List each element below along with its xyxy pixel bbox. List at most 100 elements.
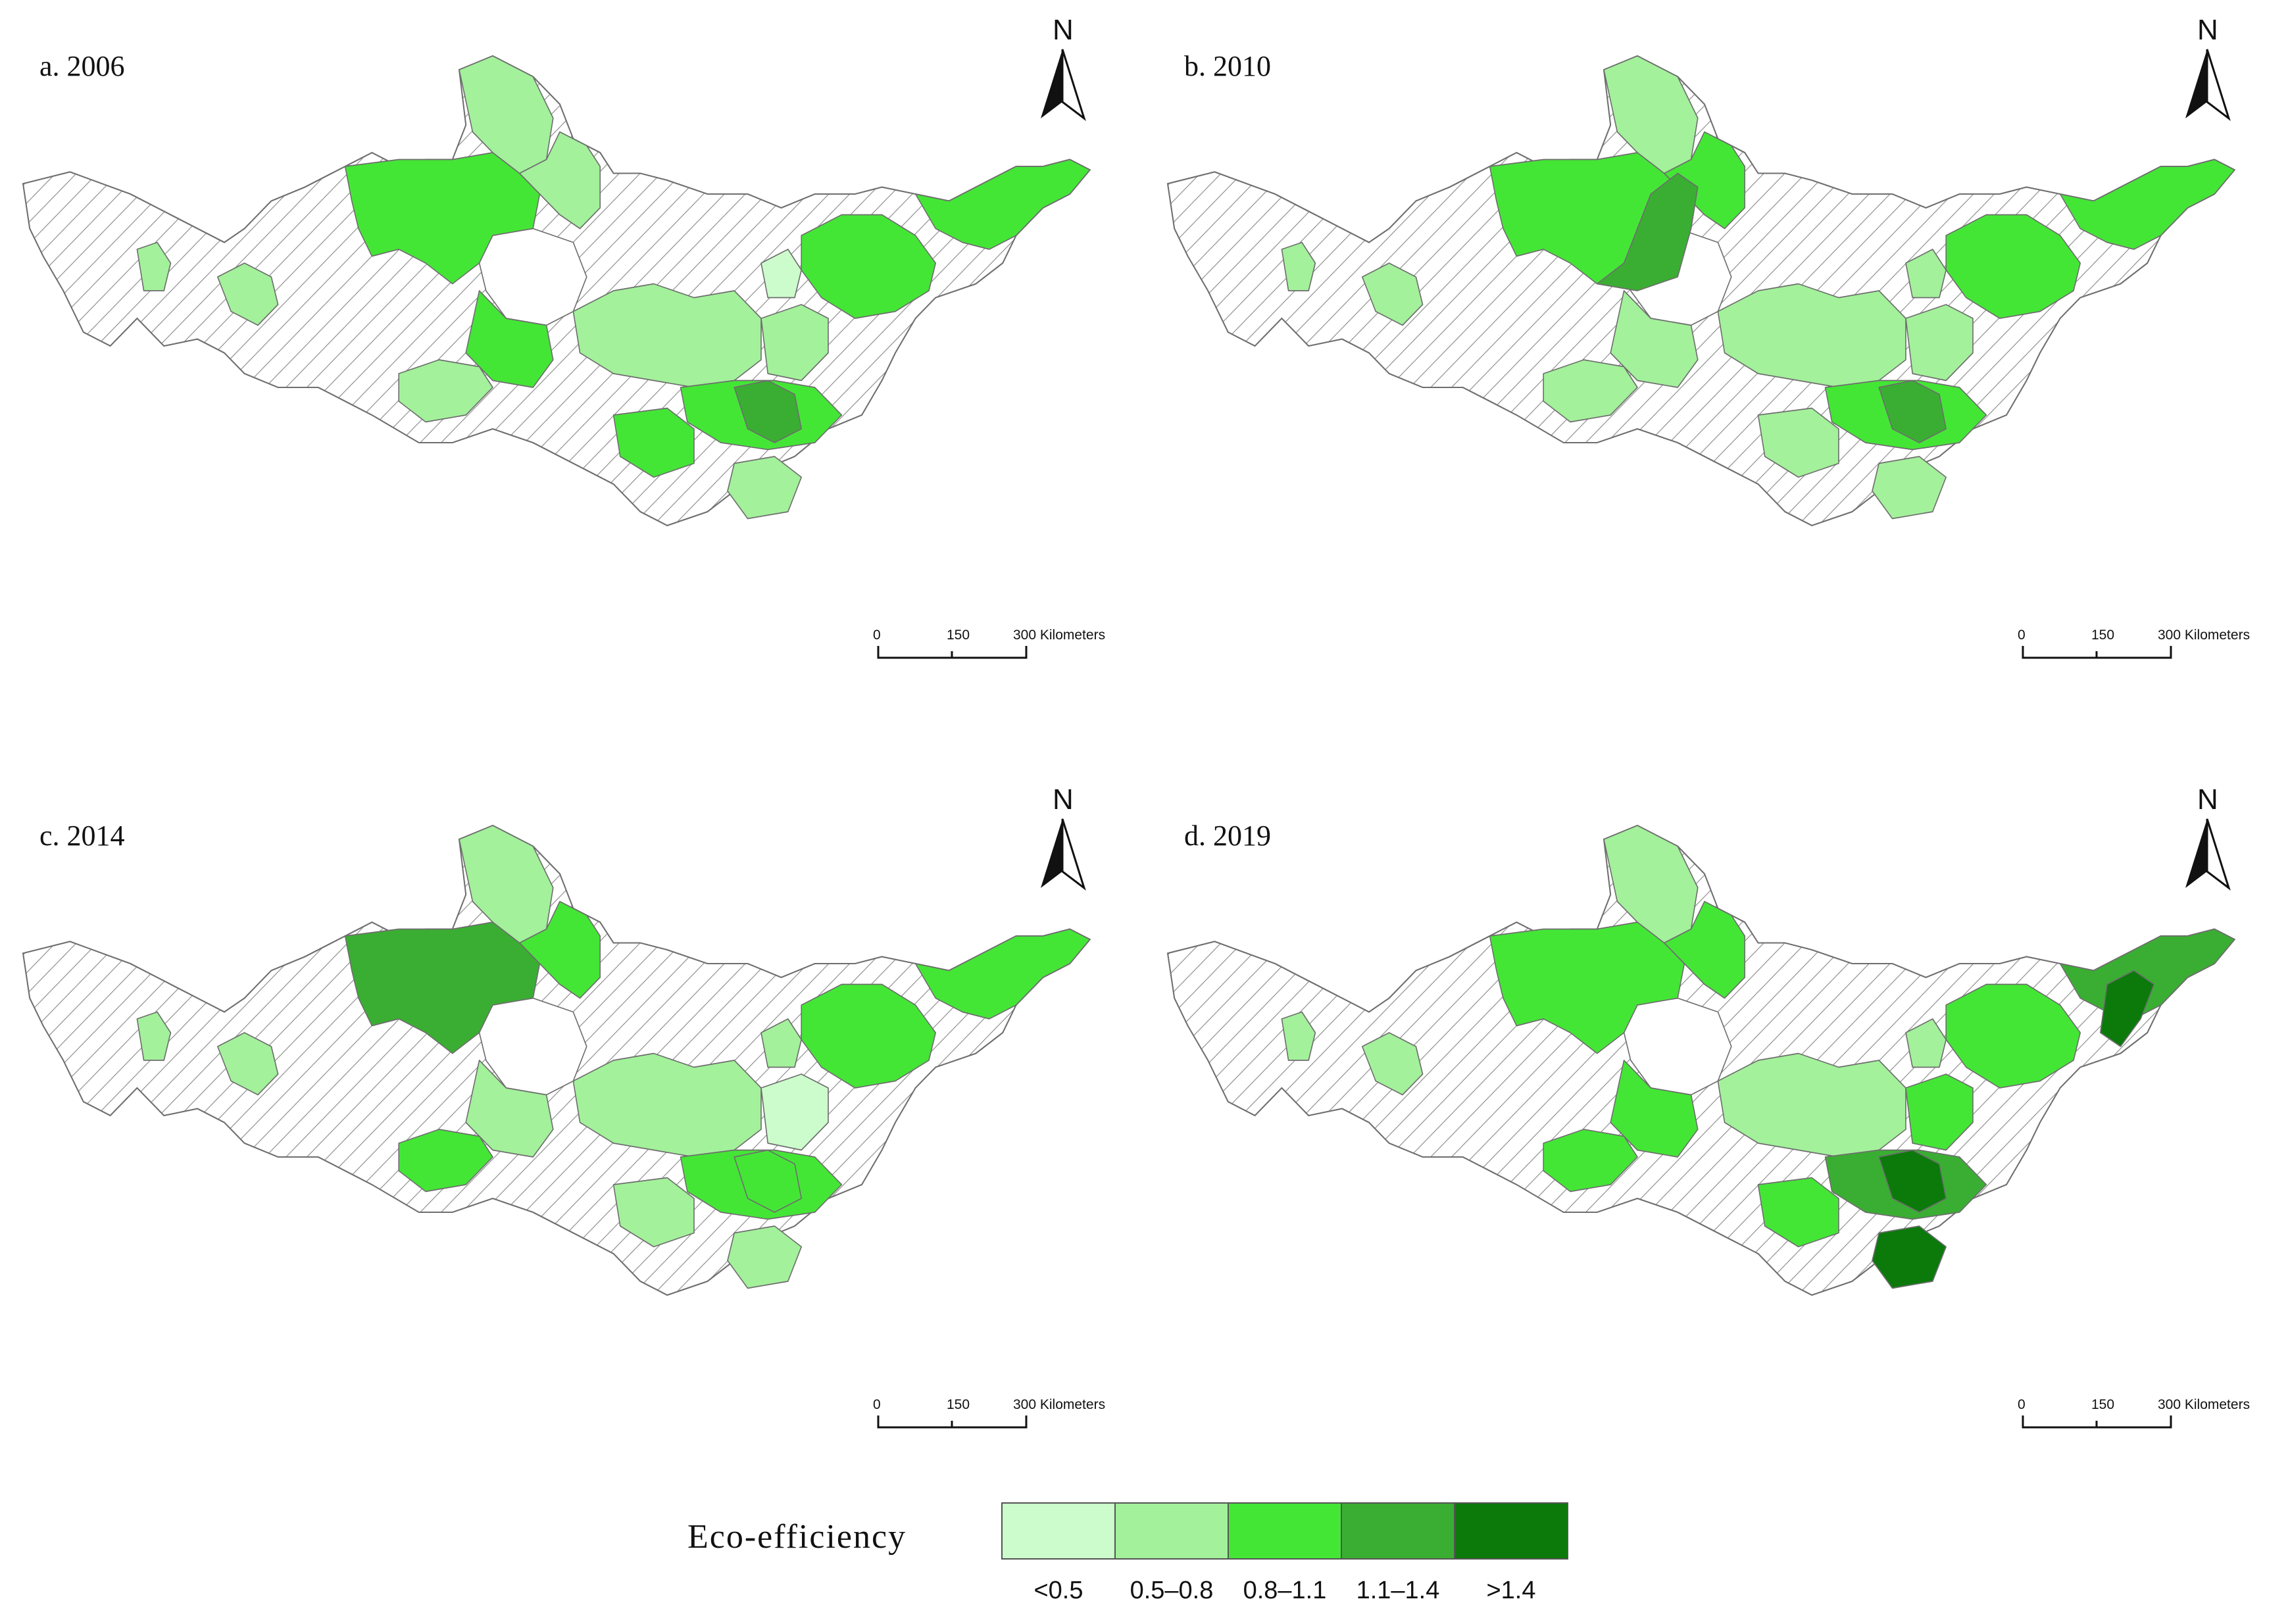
panel-year-label: c. 2014 — [39, 820, 125, 852]
region-south-tip — [1872, 456, 1947, 520]
choropleth-map — [1166, 55, 2235, 527]
north-arrow-icon: N — [2185, 14, 2231, 122]
scale-bar: 0 150 300 Kilometers — [2018, 1397, 2250, 1429]
region-south-tip — [1872, 1225, 1947, 1289]
region-south-s — [1757, 407, 1839, 478]
no-data-area — [1166, 55, 2235, 527]
region-w-small-b — [216, 262, 279, 326]
region-center-w — [465, 1060, 554, 1158]
choropleth-map — [22, 824, 1091, 1296]
region-center-block — [572, 283, 762, 388]
region-nw-large — [344, 922, 541, 1054]
legend-swatch — [1228, 1502, 1342, 1560]
region-n-strip — [518, 900, 601, 999]
region-east-mid — [801, 983, 937, 1089]
north-label: N — [2197, 783, 2218, 816]
region-center-e — [1905, 304, 1974, 381]
region-south-s — [612, 1177, 695, 1248]
north-arrow-icon: N — [1041, 783, 1086, 891]
legend-title: Eco-efficiency — [687, 1518, 907, 1556]
no-data-area — [22, 55, 1091, 527]
legend-swatch — [1454, 1502, 1568, 1560]
region-nw-large — [344, 152, 541, 285]
scale-tick-label: 150 — [947, 627, 970, 643]
region-center-w — [465, 290, 554, 388]
north-arrow-icon: N — [1041, 14, 1086, 122]
scale-tick-label: 0 — [2018, 1397, 2026, 1412]
region-w-small-b — [1361, 1032, 1424, 1096]
legend-class-label: 0.5–0.8 — [1130, 1577, 1214, 1604]
scale-tick-label: 150 — [2091, 1397, 2114, 1412]
north-label: N — [2197, 14, 2218, 46]
region-south-w — [1543, 1129, 1638, 1193]
choropleth-map — [22, 55, 1091, 527]
region-pale-pocket — [1905, 249, 1947, 299]
legend-swatch — [1341, 1502, 1455, 1560]
map-panel: c. 2014 N 0 150 300 Kilometers — [22, 783, 1105, 1429]
no-data-area — [22, 824, 1091, 1296]
map-panel: a. 2006 N 0 150 300 Kilometers — [22, 14, 1105, 659]
scale-tick-label: 0 — [2018, 627, 2026, 643]
region-center-block — [1717, 1052, 1906, 1158]
scale-bar: 0 150 300 Kilometers — [2018, 627, 2250, 659]
region-center-e — [1905, 1073, 1974, 1151]
scale-tick-label: 150 — [2091, 627, 2114, 643]
region-coast-dark — [2099, 970, 2155, 1047]
panel-year-label: a. 2006 — [39, 50, 125, 82]
scale-bar: 0 150 300 Kilometers — [873, 627, 1105, 659]
region-nw-band — [1596, 172, 1699, 291]
map-legend: Eco-efficiency <0.5 0.5–0.8 0.8–1.1 1.1–1.4… — [687, 1502, 1568, 1604]
legend-swatch — [1114, 1502, 1229, 1560]
choropleth-map — [1166, 824, 2235, 1296]
map-panel: b. 2010 N 0 150 300 Kilometers — [1166, 14, 2250, 659]
region-pale-pocket — [760, 1018, 803, 1068]
region-center-e — [760, 304, 829, 381]
region-south-s — [1757, 1177, 1839, 1248]
region-south-w — [1543, 359, 1638, 423]
region-east-mid — [801, 214, 937, 319]
region-n-strip — [518, 131, 601, 230]
region-south-tip — [727, 1225, 803, 1289]
region-pale-pocket — [1905, 1018, 1947, 1068]
north-arrow-icon: N — [2185, 783, 2231, 891]
scale-bar: 0 150 300 Kilometers — [873, 1397, 1105, 1429]
scale-tick-label: 300 Kilometers — [1013, 627, 1105, 643]
panel-year-label: b. 2010 — [1184, 50, 1271, 82]
region-pale-pocket — [760, 249, 803, 299]
north-label: N — [1053, 14, 1074, 46]
legend-swatch — [1001, 1502, 1116, 1560]
scale-tick-label: 300 Kilometers — [2158, 1397, 2250, 1412]
legend-class-label: >1.4 — [1486, 1577, 1535, 1604]
region-south-s — [612, 407, 695, 478]
panel-year-label: d. 2019 — [1184, 820, 1271, 852]
region-n-strip — [1663, 900, 1746, 999]
scale-tick-label: 0 — [873, 627, 881, 643]
region-south-hot — [734, 1149, 803, 1213]
region-w-small-a — [136, 1011, 172, 1061]
scale-tick-label: 0 — [873, 1397, 881, 1412]
legend-class-label: 0.8–1.1 — [1243, 1577, 1327, 1604]
scale-tick-label: 300 Kilometers — [1013, 1397, 1105, 1412]
region-south-w — [398, 359, 493, 423]
region-east-pen — [2059, 159, 2235, 250]
region-south-tip — [727, 456, 803, 520]
region-center-block — [1717, 283, 1906, 388]
no-data-area — [1166, 824, 2235, 1296]
region-w-small-a — [1281, 1011, 1316, 1061]
region-nw-large — [1489, 922, 1685, 1054]
region-south-hot — [1878, 1149, 1947, 1213]
region-w-small-a — [136, 241, 172, 291]
region-w-small-b — [1361, 262, 1424, 326]
region-south-w — [398, 1129, 493, 1193]
region-center-w — [1610, 290, 1699, 388]
north-label: N — [1053, 783, 1074, 816]
scale-tick-label: 150 — [947, 1397, 970, 1412]
region-east-mid — [1945, 983, 2081, 1089]
region-center-w — [1610, 1060, 1699, 1158]
legend-class-label: 1.1–1.4 — [1356, 1577, 1440, 1604]
region-east-pen — [914, 159, 1091, 250]
map-panel: d. 2019 N 0 150 300 Kilometers — [1166, 783, 2250, 1429]
region-south-hot — [734, 380, 803, 443]
region-center-block — [572, 1052, 762, 1158]
